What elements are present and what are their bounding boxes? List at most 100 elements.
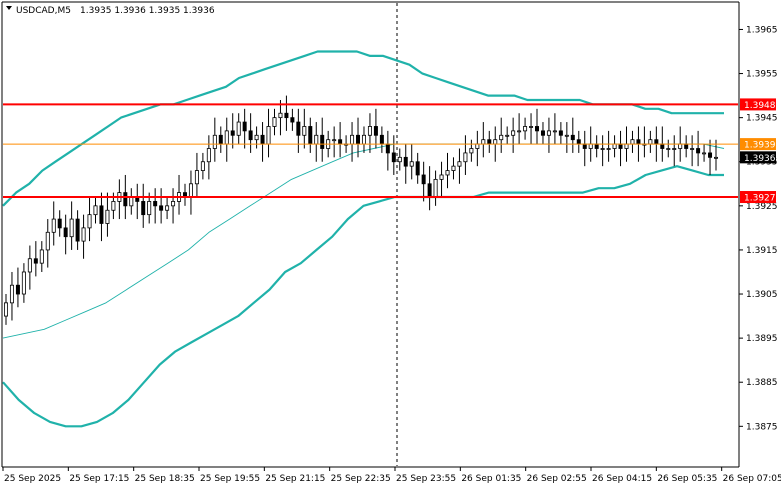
candle — [672, 135, 677, 167]
candle — [296, 108, 301, 153]
candle — [570, 117, 575, 153]
candle — [367, 113, 372, 153]
price-tick-label: 1.3915 — [746, 246, 778, 256]
price-tick-label: 1.3895 — [746, 334, 778, 344]
horizontal-levels[interactable] — [3, 103, 738, 199]
price-tick-label: 1.3955 — [746, 70, 778, 80]
candle — [141, 183, 146, 228]
candle — [81, 214, 86, 259]
price-tags: 1.3948 1.3927 1.3939 1.3936 — [740, 98, 776, 204]
candle — [403, 144, 408, 184]
candle — [212, 117, 217, 162]
candle — [445, 152, 450, 189]
candle — [523, 117, 528, 140]
candle — [9, 271, 14, 321]
time-tick-label: 26 Sep 01:35 — [461, 474, 521, 484]
candle — [69, 201, 74, 250]
candle — [254, 126, 259, 149]
candle — [99, 192, 104, 242]
bid-tag: 1.3939 — [740, 138, 776, 151]
bid-tag-label: 1.3939 — [744, 141, 776, 151]
current-price-tag: 1.3936 — [740, 151, 776, 164]
candle — [702, 144, 707, 162]
candle — [714, 139, 719, 171]
candle — [51, 201, 56, 246]
candle — [320, 117, 325, 162]
candle — [558, 122, 563, 145]
candle — [546, 117, 551, 153]
candle — [87, 197, 92, 242]
price-tick-label: 1.3875 — [746, 422, 778, 432]
time-tick-label: 25 Sep 22:35 — [331, 474, 391, 484]
candle — [529, 113, 534, 145]
candle — [439, 161, 444, 198]
candle — [248, 113, 253, 153]
time-tick-label: 25 Sep 2025 — [4, 474, 61, 484]
candle — [606, 130, 611, 162]
price-tick-label: 1.3885 — [746, 378, 778, 388]
candle — [499, 117, 504, 153]
candle — [540, 122, 545, 145]
level-tag-support-label: 1.3927 — [744, 194, 776, 204]
price-tick-label: 1.3945 — [746, 114, 778, 124]
time-tick-label: 25 Sep 23:55 — [396, 474, 456, 484]
candle — [206, 135, 211, 180]
candle — [463, 135, 468, 175]
candle — [75, 210, 80, 250]
price-tick-label: 1.3965 — [746, 25, 778, 35]
candle — [373, 108, 378, 149]
candle — [284, 95, 289, 131]
candle — [230, 113, 235, 149]
candle — [165, 197, 170, 220]
candle — [302, 108, 307, 149]
candle — [457, 148, 462, 184]
candle — [159, 188, 164, 224]
time-tick-label: 26 Sep 04:15 — [592, 474, 652, 484]
axis-frame — [1, 1, 740, 468]
candle — [511, 117, 516, 153]
price-tick-label: 1.3905 — [746, 290, 778, 300]
candle — [696, 130, 701, 167]
candle — [451, 157, 456, 180]
candle — [272, 108, 277, 136]
candle — [4, 294, 9, 325]
symbol-timeframe: USDCAD,M5 — [16, 6, 71, 16]
candle — [552, 113, 557, 145]
time-axis[interactable]: 25 Sep 2025 25 Sep 17:15 25 Sep 18:35 25 Se… — [2, 467, 781, 484]
candle — [505, 126, 510, 145]
level-tag-support: 1.3927 — [740, 191, 776, 204]
chevron-down-icon[interactable] — [6, 6, 12, 10]
candle — [469, 139, 474, 162]
level-tag-resistance: 1.3948 — [740, 98, 776, 111]
time-tick-label: 25 Sep 21:15 — [265, 474, 325, 484]
ohlc-values: 1.3935 1.3936 1.3935 1.3936 — [80, 6, 215, 16]
candle — [200, 152, 205, 180]
candle — [409, 144, 414, 180]
time-tick-label: 26 Sep 02:55 — [527, 474, 587, 484]
candle — [666, 139, 671, 158]
time-tick-label: 26 Sep 05:35 — [657, 474, 717, 484]
candle — [290, 108, 295, 131]
candle — [105, 192, 110, 237]
candle — [39, 241, 44, 272]
time-tick-label: 25 Sep 17:15 — [69, 474, 129, 484]
time-tick-label: 25 Sep 19:55 — [200, 474, 260, 484]
candle — [27, 245, 32, 290]
chart-header: USDCAD,M5 1.3935 1.3936 1.3935 1.3936 — [6, 6, 215, 16]
price-tick-label: 1.3925 — [746, 202, 778, 212]
candle — [332, 126, 337, 158]
candle — [21, 263, 26, 303]
candle — [171, 188, 176, 224]
candle — [153, 188, 158, 224]
candle — [415, 152, 420, 184]
candle — [57, 210, 62, 237]
candle — [391, 135, 396, 175]
current-price-tag-label: 1.3936 — [744, 154, 776, 164]
candle — [63, 214, 68, 255]
candle — [33, 241, 38, 277]
candle — [421, 161, 426, 202]
candle — [15, 267, 20, 308]
